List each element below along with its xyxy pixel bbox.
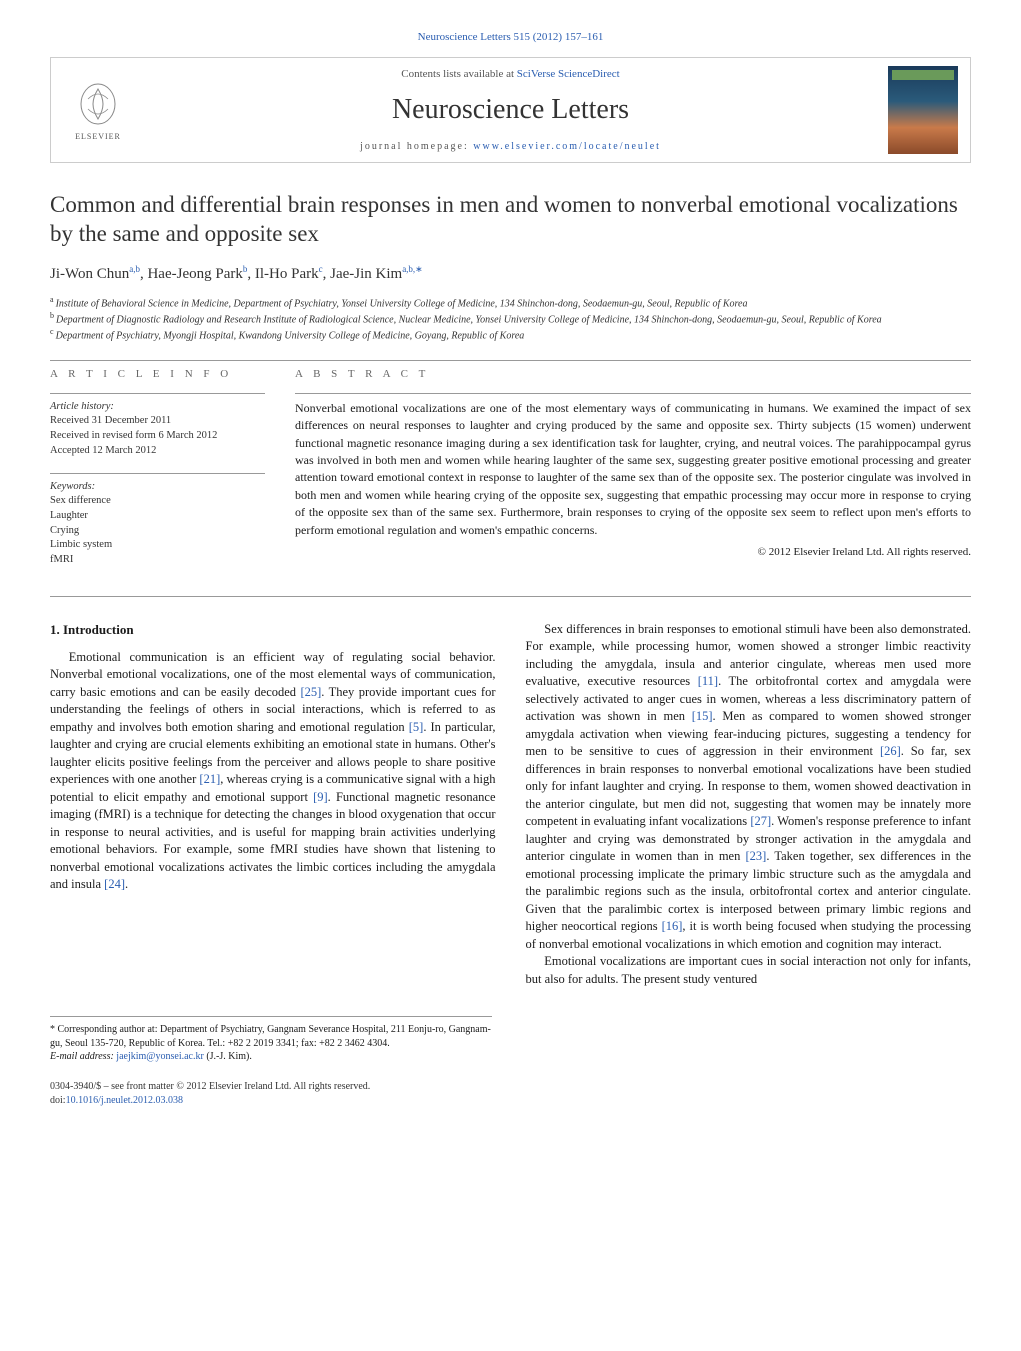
citation-ref[interactable]: [27] [750, 814, 771, 828]
footer-left: 0304-3940/$ – see front matter © 2012 El… [50, 1080, 370, 1108]
citation-ref[interactable]: [5] [409, 720, 424, 734]
elsevier-logo: ELSEVIER [63, 75, 133, 145]
citation-ref[interactable]: [23] [746, 849, 767, 863]
corr-email-link[interactable]: jaejkim@yonsei.ac.kr [116, 1051, 204, 1062]
issn-line: 0304-3940/$ – see front matter © 2012 El… [50, 1080, 370, 1094]
page-footer: 0304-3940/$ – see front matter © 2012 El… [50, 1080, 971, 1108]
journal-banner: ELSEVIER Contents lists available at Sci… [50, 57, 971, 163]
history-line: Received in revised form 6 March 2012 [50, 429, 265, 444]
citation-ref[interactable]: [26] [880, 744, 901, 758]
keyword: Limbic system [50, 538, 265, 553]
abstract-column: A B S T R A C T Nonverbal emotional voca… [295, 367, 971, 581]
article-history: Article history: Received 31 December 20… [50, 400, 265, 459]
author-list: Ji-Won Chuna,b, Hae-Jeong Parkb, Il-Ho P… [50, 263, 971, 285]
doi-prefix: doi: [50, 1095, 66, 1106]
abstract-copyright: © 2012 Elsevier Ireland Ltd. All rights … [295, 545, 971, 560]
journal-cover-thumb [888, 66, 958, 154]
abstract-label: A B S T R A C T [295, 367, 971, 382]
publisher-name: ELSEVIER [75, 131, 121, 142]
article-info-column: A R T I C L E I N F O Article history: R… [50, 367, 265, 581]
author-affiliation-marker: b [243, 264, 248, 274]
email-label: E-mail address: [50, 1051, 116, 1062]
author: Jae-Jin Kim [330, 266, 402, 282]
citation-ref[interactable]: [25] [300, 685, 321, 699]
citation-ref[interactable]: [9] [313, 790, 328, 804]
author-affiliation-marker: c [319, 264, 323, 274]
sciencedirect-link[interactable]: SciVerse ScienceDirect [517, 68, 620, 80]
keyword: Crying [50, 524, 265, 539]
affiliation: c Department of Psychiatry, Myongji Hosp… [50, 327, 971, 343]
citation-ref[interactable]: [11] [698, 674, 718, 688]
history-line: Received 31 December 2011 [50, 414, 265, 429]
corr-label: * Corresponding author at: [50, 1024, 157, 1035]
history-label: Article history: [50, 400, 265, 415]
keyword: Sex difference [50, 494, 265, 509]
banner-center: Contents lists available at SciVerse Sci… [133, 67, 888, 154]
author: Hae-Jeong Park [147, 266, 242, 282]
author-affiliation-marker: a,b,∗ [402, 264, 423, 274]
contents-prefix: Contents lists available at [401, 68, 516, 80]
citation-ref[interactable]: [16] [662, 919, 683, 933]
contents-line: Contents lists available at SciVerse Sci… [133, 67, 888, 82]
author: Ji-Won Chun [50, 266, 129, 282]
citation-ref[interactable]: [24] [104, 877, 125, 891]
body-col-right: Sex differences in brain responses to em… [526, 621, 972, 989]
homepage-link[interactable]: www.elsevier.com/locate/neulet [473, 141, 661, 152]
author-affiliation-marker: a,b [129, 264, 140, 274]
author: Il-Ho Park [255, 266, 319, 282]
divider [50, 360, 971, 361]
citation-ref[interactable]: [15] [692, 709, 713, 723]
keywords-block: Keywords: Sex difference Laughter Crying… [50, 480, 265, 568]
info-abstract-row: A R T I C L E I N F O Article history: R… [50, 367, 971, 581]
divider [295, 393, 971, 394]
affiliation: b Department of Diagnostic Radiology and… [50, 311, 971, 327]
intro-para-2: Sex differences in brain responses to em… [526, 621, 972, 954]
divider [50, 596, 971, 597]
article-title: Common and differential brain responses … [50, 191, 971, 249]
intro-para-1: Emotional communication is an efficient … [50, 649, 496, 894]
divider [50, 473, 265, 474]
divider [50, 393, 265, 394]
homepage-prefix: journal homepage: [360, 141, 473, 152]
citation-ref[interactable]: [21] [199, 772, 220, 786]
intro-para-3: Emotional vocalizations are important cu… [526, 953, 972, 988]
journal-name: Neuroscience Letters [133, 90, 888, 129]
keyword: fMRI [50, 553, 265, 568]
corresponding-author-footnote: * Corresponding author at: Department of… [50, 1016, 492, 1064]
doi-link[interactable]: 10.1016/j.neulet.2012.03.038 [66, 1095, 184, 1106]
affiliation: a Institute of Behavioral Science in Med… [50, 295, 971, 311]
email-suffix: (J.-J. Kim). [204, 1051, 252, 1062]
body-col-left: 1. Introduction Emotional communication … [50, 621, 496, 989]
abstract-text: Nonverbal emotional vocalizations are on… [295, 400, 971, 539]
homepage-line: journal homepage: www.elsevier.com/locat… [133, 140, 888, 154]
article-info-label: A R T I C L E I N F O [50, 367, 265, 382]
intro-heading: 1. Introduction [50, 621, 496, 639]
keyword: Laughter [50, 509, 265, 524]
body-columns: 1. Introduction Emotional communication … [50, 621, 971, 989]
keywords-label: Keywords: [50, 480, 265, 495]
header-citation: Neuroscience Letters 515 (2012) 157–161 [50, 30, 971, 45]
affiliation-list: a Institute of Behavioral Science in Med… [50, 295, 971, 342]
history-line: Accepted 12 March 2012 [50, 444, 265, 459]
